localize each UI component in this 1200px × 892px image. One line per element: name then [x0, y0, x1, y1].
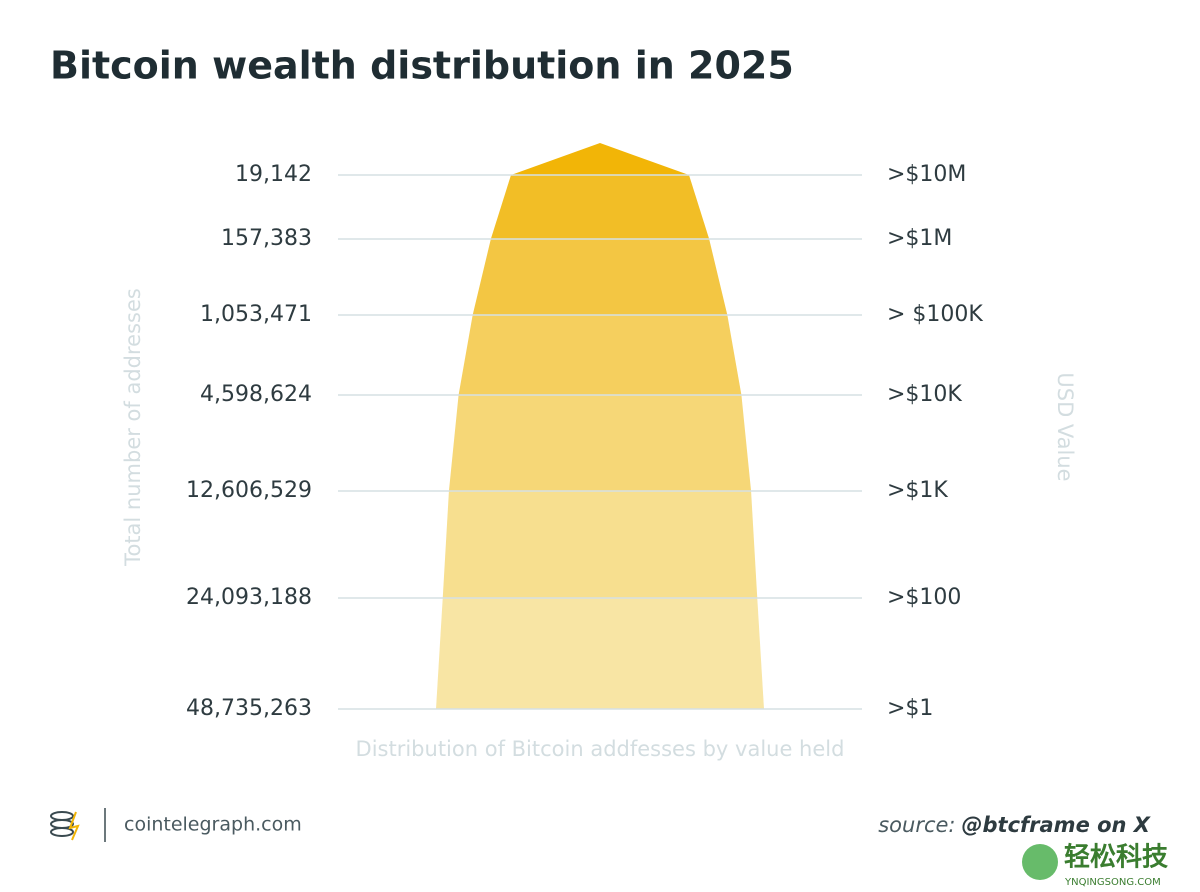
pyramid-band [472, 239, 728, 315]
pyramid-band [511, 143, 689, 175]
value-label: 4,598,624 [200, 382, 312, 407]
value-label: 19,142 [235, 162, 312, 187]
category-label: >$1K [887, 478, 948, 503]
pyramid-band [458, 315, 742, 395]
value-label: 1,053,471 [200, 302, 312, 327]
watermark-url: YNQINGSONG.COM [1064, 877, 1161, 888]
source: source: @btcframe on X [878, 813, 1152, 837]
value-label: 24,093,188 [186, 585, 312, 610]
watermark-name: 轻松科技 [1064, 843, 1168, 873]
x-axis-title: Distribution of Bitcoin addfesses by val… [356, 737, 845, 761]
logo [50, 811, 80, 841]
source-prefix: source: [878, 813, 955, 837]
brand: cointelegraph.com [124, 814, 302, 836]
category-label: >$100 [887, 585, 961, 610]
category-label: > $100K [887, 302, 983, 327]
pyramid-band [490, 175, 710, 239]
category-label: >$10M [887, 162, 966, 187]
source-handle: @btcframe on X [962, 813, 1152, 837]
category-label: >$10K [887, 382, 962, 407]
category-label: >$1 [887, 696, 933, 721]
category-label: >$1M [887, 226, 952, 251]
value-label: 12,606,529 [186, 478, 312, 503]
pyramid-band [436, 598, 764, 709]
pyramid-band [448, 395, 752, 491]
y-axis-title: Total number of addresses [121, 288, 145, 567]
chart-title: Bitcoin wealth distribution in 2025 [50, 44, 794, 88]
y2-axis-title: USD Value [1053, 372, 1077, 481]
value-label: 157,383 [221, 226, 312, 251]
pyramid-band [442, 491, 758, 598]
value-label: 48,735,263 [186, 696, 312, 721]
watermark: 轻松科技 YNQINGSONG.COM [1022, 843, 1168, 888]
